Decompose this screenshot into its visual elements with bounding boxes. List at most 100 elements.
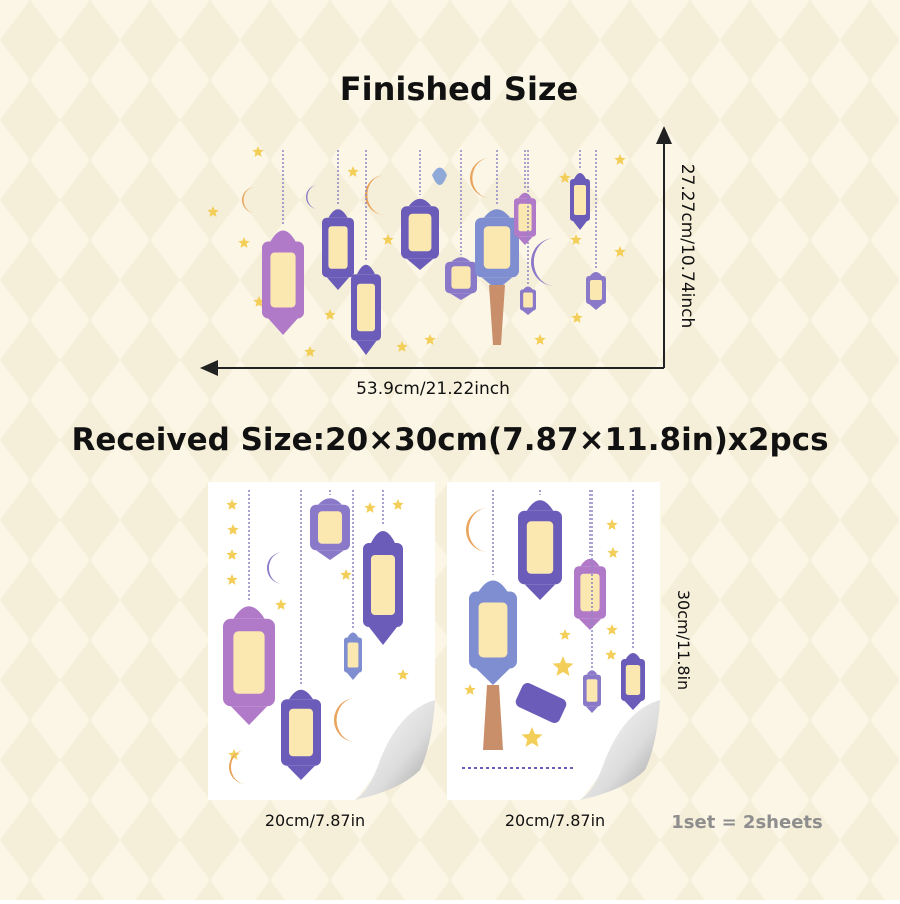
lantern-window [451, 266, 471, 289]
lantern-base [589, 304, 603, 310]
lantern-cap [478, 580, 508, 592]
lantern-cap [270, 230, 296, 242]
star [228, 749, 240, 760]
star [238, 237, 250, 248]
lantern-cap [233, 606, 265, 619]
lantern-cap [483, 209, 511, 218]
lantern-window [478, 602, 508, 658]
lantern-base [326, 277, 350, 290]
star [347, 166, 359, 177]
star [521, 727, 543, 747]
star [607, 547, 619, 558]
lantern-base [369, 627, 397, 645]
star [226, 549, 238, 560]
lantern-cap [371, 531, 395, 543]
lantern-base [522, 310, 534, 315]
lantern-window [289, 708, 313, 757]
lantern-base [406, 258, 434, 270]
finished-width: 53.9cm/21.22inch [356, 379, 510, 399]
lantern-base [355, 340, 377, 355]
lantern-base [585, 706, 599, 713]
sheet-width: 20cm/7.87in [265, 811, 365, 830]
lantern-cap [574, 173, 586, 179]
lantern-base [573, 221, 587, 230]
lantern-window [408, 213, 432, 252]
star [552, 656, 574, 676]
star [397, 669, 409, 680]
star [605, 649, 617, 660]
lantern-base [316, 550, 344, 560]
finished-title: Finished Size [340, 70, 579, 108]
star [304, 346, 316, 357]
lantern-window [347, 642, 359, 668]
star [559, 172, 571, 183]
lantern-window [523, 292, 533, 308]
lantern-window [526, 521, 554, 574]
star [275, 599, 287, 610]
lantern-base [230, 706, 268, 725]
star [226, 499, 238, 510]
lantern-cap [347, 632, 359, 638]
lantern-window [586, 679, 598, 702]
sheet-width: 20cm/7.87in [505, 811, 605, 830]
lantern-base [517, 236, 533, 245]
star [570, 234, 582, 245]
lantern-base [449, 293, 473, 300]
star [534, 334, 546, 345]
star [614, 246, 626, 257]
lantern-base [578, 618, 602, 630]
star [340, 569, 352, 580]
star [392, 499, 404, 510]
lantern-cap [580, 558, 600, 567]
star [382, 234, 394, 245]
star [253, 296, 265, 307]
lantern-window [625, 665, 641, 695]
star [396, 341, 408, 352]
lantern-base [476, 668, 510, 685]
drop [432, 167, 447, 185]
star [226, 574, 238, 585]
illustration [207, 146, 626, 357]
star [606, 624, 618, 635]
lantern-cap [289, 689, 313, 700]
sheet-height: 30cm/11.8in [674, 590, 693, 690]
finished-height: 27.27cm/10.74inch [677, 164, 697, 329]
lantern-body [515, 683, 567, 723]
lantern-cap [625, 653, 641, 659]
lantern-window [518, 203, 532, 232]
lantern-base [481, 277, 513, 290]
star [464, 684, 476, 695]
lantern-cap [318, 498, 342, 505]
lantern-window [371, 555, 395, 615]
lantern-cap [586, 670, 598, 675]
star [424, 334, 436, 345]
lantern-window [328, 226, 348, 269]
lantern-cap [451, 257, 471, 262]
lantern-cap [408, 198, 432, 207]
set-note: 1set = 2sheets [671, 812, 822, 833]
lantern-base [346, 672, 360, 680]
lantern-cap [523, 286, 533, 290]
lantern-window [590, 280, 602, 300]
lantern-base [287, 765, 315, 780]
lantern-window [483, 226, 511, 269]
illustration [223, 490, 645, 784]
tassel [483, 685, 503, 750]
lantern-window [233, 631, 265, 694]
lantern-cap [357, 264, 375, 275]
received-title: Received Size:20×30cm(7.87×11.8in)x2pcs [71, 422, 828, 458]
lantern-base [268, 318, 298, 335]
lantern-base [524, 584, 556, 600]
lantern-window [580, 573, 600, 612]
lantern-window [574, 185, 586, 215]
star [614, 154, 626, 165]
lantern-cap [328, 209, 348, 218]
star [364, 502, 376, 513]
lantern-cap [526, 500, 554, 511]
lantern-window [270, 252, 296, 308]
lantern-window [318, 511, 342, 544]
star [207, 206, 219, 217]
star [606, 519, 618, 530]
lantern-base [624, 701, 642, 710]
star [559, 629, 571, 640]
